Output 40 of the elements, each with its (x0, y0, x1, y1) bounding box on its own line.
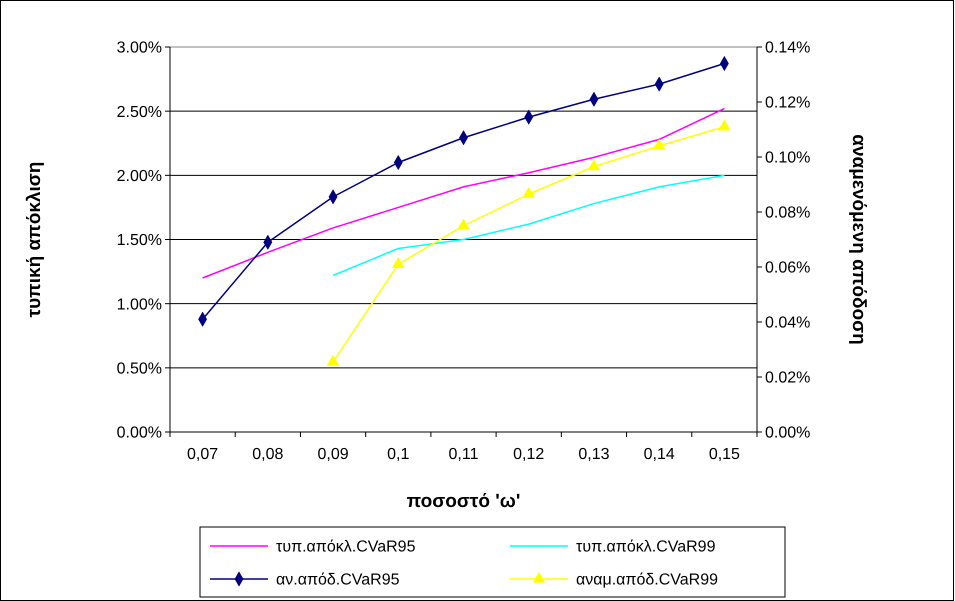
line-series (202, 108, 726, 279)
x-tick-label: 0,07 (187, 446, 218, 463)
y2-tick-label: 0.02% (765, 370, 810, 387)
legend-label: τυπ.απόκλ.CVaR95 (276, 538, 416, 556)
y2-tick-label: 0.00% (765, 424, 810, 442)
x-tick-label: 0,14 (644, 446, 675, 463)
point (457, 218, 470, 230)
y2-axis-title: αναμενόμενη απόδοση (848, 134, 869, 345)
point (588, 160, 600, 170)
y2-tick-label: 0.12% (765, 94, 810, 112)
x-tick-label: 0,13 (578, 446, 610, 463)
x-tick-label: 0,11 (448, 446, 479, 463)
line-series (332, 174, 726, 276)
y-tick-label: 3.00% (116, 40, 162, 57)
point (392, 257, 404, 268)
point (522, 187, 535, 198)
y2-tick-label: 0.14% (765, 40, 810, 57)
y2-tick-label: 0.06% (765, 260, 810, 277)
y2-tick-label: 0.10% (765, 150, 810, 167)
y2-tick-label: 0.08% (765, 204, 810, 222)
y-tick-label: 0.50% (116, 360, 162, 378)
y-tick-label: 2.00% (116, 168, 162, 185)
x-tick-label: 0,12 (513, 446, 544, 463)
x-tick-label: 0,15 (708, 446, 740, 463)
x-axis-title: ποσοστό 'ω' (406, 491, 520, 512)
y-tick-label: 1.50% (116, 232, 162, 250)
point (718, 120, 731, 130)
y2-tick-label: 0.04% (765, 314, 810, 332)
x-tick-label: 0,09 (317, 446, 349, 463)
x-tick-label: 0,08 (252, 446, 284, 463)
y-axis-title: τυπική απόκλιση (24, 162, 45, 318)
legend-label: τυπ.απόκλ.CVaR99 (576, 538, 716, 556)
y-tick-label: 1.00% (116, 296, 162, 314)
legend-label: αν.απόδ.CVaR95 (276, 572, 400, 589)
y-tick-label: 2.50% (116, 104, 162, 121)
legend-label: αναμ.απόδ.CVaR99 (576, 572, 718, 589)
y-tick-label: 0.00% (116, 424, 162, 442)
point (653, 138, 666, 150)
x-tick-label: 0,1 (387, 446, 410, 463)
point (326, 354, 340, 366)
